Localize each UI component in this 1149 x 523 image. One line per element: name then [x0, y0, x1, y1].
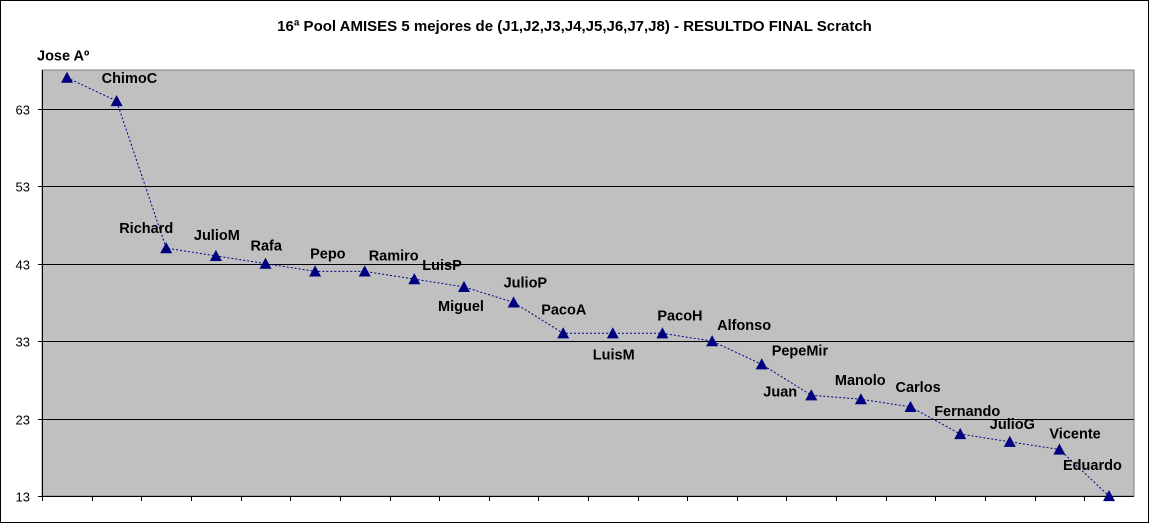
data-point-label: Alfonso: [717, 318, 771, 334]
data-point-marker: [606, 327, 619, 339]
data-point-marker: [805, 389, 818, 401]
data-point-marker: [954, 428, 967, 440]
chart-title: 16ª Pool AMISES 5 mejores de (J1,J2,J3,J…: [277, 18, 872, 35]
data-point-label: Vicente: [1049, 427, 1100, 443]
data-point-marker: [755, 358, 768, 370]
data-point-marker: [259, 257, 272, 269]
data-point-marker: [160, 242, 173, 254]
data-point-label: Miguel: [438, 299, 484, 315]
data-point-label: PacoA: [541, 302, 587, 318]
data-point-marker: [358, 265, 371, 277]
data-point-marker: [458, 280, 470, 292]
data-point-label: LuisM: [593, 347, 635, 363]
data-point-label: Carlos: [896, 380, 941, 396]
data-point-label: Rafa: [251, 239, 283, 255]
data-point-marker: [1003, 435, 1016, 447]
data-point-marker: [209, 249, 222, 261]
data-point-marker: [706, 335, 719, 347]
data-point-marker: [656, 327, 669, 339]
data-point-label: Eduardo: [1063, 458, 1122, 474]
data-point-label: Jose Aº: [37, 49, 90, 65]
data-point-label: Manolo: [835, 373, 886, 389]
y-tick-label: 53: [16, 180, 30, 195]
data-point-label: Ramiro: [369, 248, 419, 264]
data-point-label: Juan: [763, 384, 797, 400]
data-point-marker: [408, 273, 421, 285]
y-tick-label: 13: [16, 490, 30, 505]
data-point-label: LuisP: [422, 258, 462, 274]
y-tick-label: 63: [16, 103, 30, 118]
data-point-marker: [309, 265, 322, 277]
y-tick-label: 23: [16, 413, 30, 428]
data-point-label: Fernando: [934, 404, 1000, 420]
data-point-label: PacoH: [657, 308, 702, 324]
y-tick-label: 43: [16, 258, 30, 273]
data-point-label: ChimoC: [102, 71, 158, 87]
data-point-marker: [1053, 443, 1066, 455]
data-point-label: Richard: [119, 221, 173, 237]
data-point-marker: [507, 296, 520, 308]
data-point-marker: [557, 327, 570, 339]
series-line: [66, 77, 1110, 497]
plot-area: [41, 69, 1135, 497]
data-point-marker: [1103, 490, 1115, 502]
data-point-marker: [904, 400, 917, 412]
data-point-label: Pepo: [310, 246, 346, 262]
data-point-marker: [61, 71, 73, 83]
data-point-label: PepeMir: [772, 343, 829, 359]
data-point-marker: [854, 393, 867, 405]
data-point-label: JulioG: [990, 417, 1035, 433]
data-point-label: JulioP: [504, 275, 548, 291]
data-point-label: JulioM: [194, 228, 240, 244]
data-point-marker: [110, 95, 123, 107]
y-tick-label: 33: [16, 335, 30, 350]
